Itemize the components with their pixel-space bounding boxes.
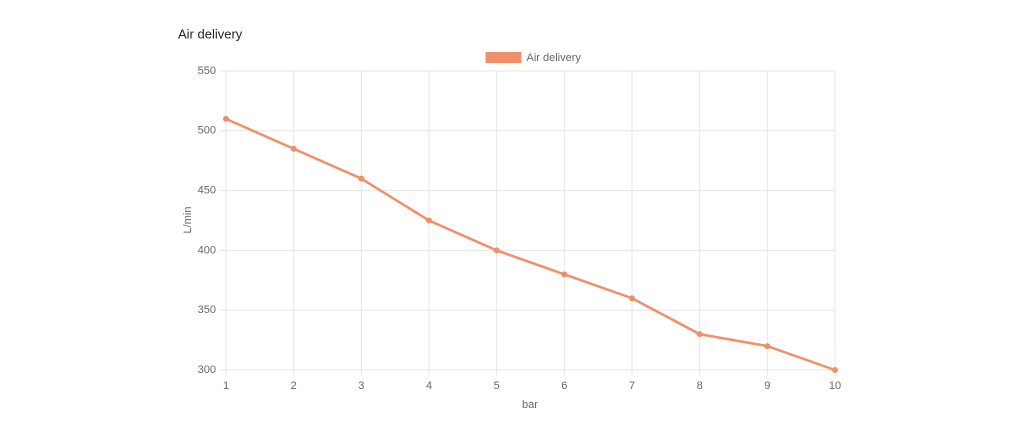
point: [493, 247, 500, 254]
x-axis-label: bar: [522, 399, 538, 411]
y-axis-label: L/min: [182, 207, 194, 234]
x-tick-label: 8: [697, 380, 703, 392]
legend-label: Air delivery: [527, 52, 582, 64]
x-tick-label: 1: [223, 380, 229, 392]
point: [426, 217, 432, 224]
point: [358, 175, 365, 182]
x-tick-label: 4: [426, 380, 432, 392]
point: [696, 331, 703, 338]
legend-swatch: [485, 52, 522, 63]
y-tick-label: 500: [198, 125, 216, 137]
chart-title: Air delivery: [178, 26, 243, 41]
x-tick-label: 2: [291, 380, 297, 392]
x-tick-label: 9: [764, 380, 770, 392]
point: [561, 271, 568, 278]
x-tick-label: 10: [829, 380, 841, 392]
y-tick-label: 350: [198, 304, 216, 316]
x-tick-label: 7: [629, 380, 635, 392]
y-tick-label: 450: [198, 185, 216, 197]
point: [764, 343, 771, 350]
x-tick-label: 6: [561, 380, 567, 392]
point: [832, 367, 838, 373]
y-tick-label: 400: [198, 244, 216, 256]
x-tick-label: 3: [358, 380, 364, 392]
y-tick-label: 300: [198, 364, 216, 376]
y-tick-label: 550: [198, 65, 216, 77]
line: [225, 117, 836, 372]
x-tick-label: 5: [494, 380, 500, 392]
point: [290, 145, 297, 152]
point: [629, 295, 635, 302]
point: [223, 115, 229, 122]
